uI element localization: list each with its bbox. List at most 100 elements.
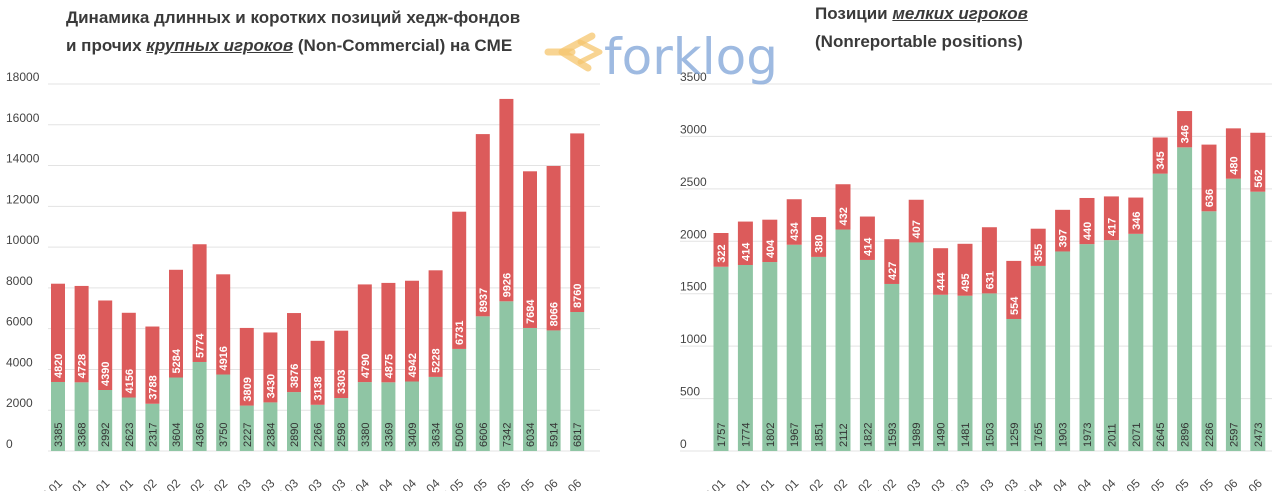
data-label-long: 1822 [862,423,874,447]
bar-short [546,165,561,331]
x-tick-label: 24.03 [965,476,996,491]
data-label-long: 1802 [765,423,777,447]
data-label-long: 1593 [887,423,899,447]
bar-long [145,403,160,451]
data-label-short: 4728 [77,354,89,378]
bar-group: 2071 346 [1128,197,1144,451]
right-title-line1-pre: Позиции [815,4,893,23]
bar-group: 3750 4916 [216,274,231,451]
bar-long [287,392,301,451]
data-label-long: 1967 [789,423,801,447]
bar-group: 1765 355 [1030,228,1046,451]
x-tick-label: 02.06 [1209,476,1240,491]
bar-long [1177,147,1193,451]
bar-short [239,327,254,406]
x-tick-label: 11.02 [153,476,184,491]
data-label-long: 2645 [1155,423,1167,447]
bar-short [310,340,325,405]
bar-short [51,283,65,382]
bar-short [1030,228,1046,266]
x-tick-label: 03.03 [892,476,923,491]
x-tick-label: 14.01 [721,476,752,491]
bar-long [51,381,65,451]
data-label-short: 8066 [549,302,561,326]
data-label-short: 4820 [53,353,65,377]
bar-long [1201,211,1217,451]
bar-long [713,266,729,451]
bar-group: 2286 636 [1201,144,1217,451]
bar-short [908,199,924,243]
bar-long [121,397,136,451]
bar-short [98,300,113,390]
data-label-short: 5774 [195,333,207,358]
data-label-short: 8760 [572,284,584,308]
right-title-line1-em: мелких игроков [892,4,1028,23]
data-label-short: 427 [887,262,899,280]
bar-group: 2112 432 [835,184,851,451]
x-tick-label: 14.04 [1039,476,1070,491]
bar-short [1128,197,1144,234]
bar-long [334,398,349,451]
bar-short [1055,209,1071,252]
bar-long [192,361,207,451]
bar-group: 1802 404 [762,219,778,451]
data-label-long: 1481 [960,423,972,447]
data-label-short: 345 [1155,151,1167,169]
bar-long [1225,178,1241,451]
bar-group: 1503 631 [981,227,997,451]
x-tick-label: 07.04 [1014,476,1045,491]
data-label-short: 562 [1253,169,1265,187]
bar-group: 1973 440 [1079,197,1095,451]
bar-short [713,233,729,267]
y-tick-label: 12000 [6,192,40,206]
left-title-line2: и прочих крупных игроков (Non-Commercial… [66,32,520,60]
bar-long [381,382,396,451]
bar-short [786,199,802,245]
bar-long [428,376,443,451]
bar-long [1128,233,1144,451]
bar-long [835,229,851,451]
data-label-long: 1259 [1009,423,1021,447]
bar-short [263,332,278,403]
y-tick-label: 500 [680,385,700,399]
data-label-short: 554 [1009,296,1021,315]
bar-short [1201,144,1217,212]
bar-group: 2317 3788 [145,326,160,451]
data-label-short: 432 [838,207,850,225]
bar-short [381,282,396,383]
data-label-long: 2623 [124,423,136,447]
y-tick-label: 1500 [680,280,707,294]
bar-short [1177,111,1193,148]
data-label-long: 3380 [360,423,372,447]
bar-long [957,295,973,451]
bar-short [933,248,949,295]
bar-short [762,219,778,263]
bar-group: 2011 417 [1103,196,1119,451]
data-label-long: 3368 [77,423,89,447]
x-tick-label: 09.06 [1234,476,1265,491]
data-label-long: 2011 [1106,423,1118,447]
bar-long [263,402,278,451]
data-label-long: 2266 [313,423,325,447]
data-label-long: 3750 [218,423,230,447]
forklog-wordmark: forklog [604,28,778,86]
data-label-long: 2598 [336,423,348,447]
bar-group: 2623 4156 [121,312,136,451]
data-label-short: 434 [789,222,801,241]
bar-long [74,382,89,451]
bar-short [405,280,419,382]
data-label-short: 631 [984,271,996,289]
bar-short [523,171,537,328]
bar-long [546,330,561,451]
bar-short [192,244,207,362]
bar-group: 1989 407 [908,199,924,451]
bar-long [1006,318,1022,451]
data-label-long: 6034 [525,423,537,447]
x-tick-label: 28.01 [770,476,801,491]
bar-group: 1490 444 [933,248,949,451]
data-label-long: 5006 [454,423,466,447]
bar-group: 3368 4728 [74,285,89,451]
data-label-short: 480 [1228,156,1240,174]
data-label-short: 495 [960,273,972,291]
bar-group: 2473 562 [1250,132,1266,451]
